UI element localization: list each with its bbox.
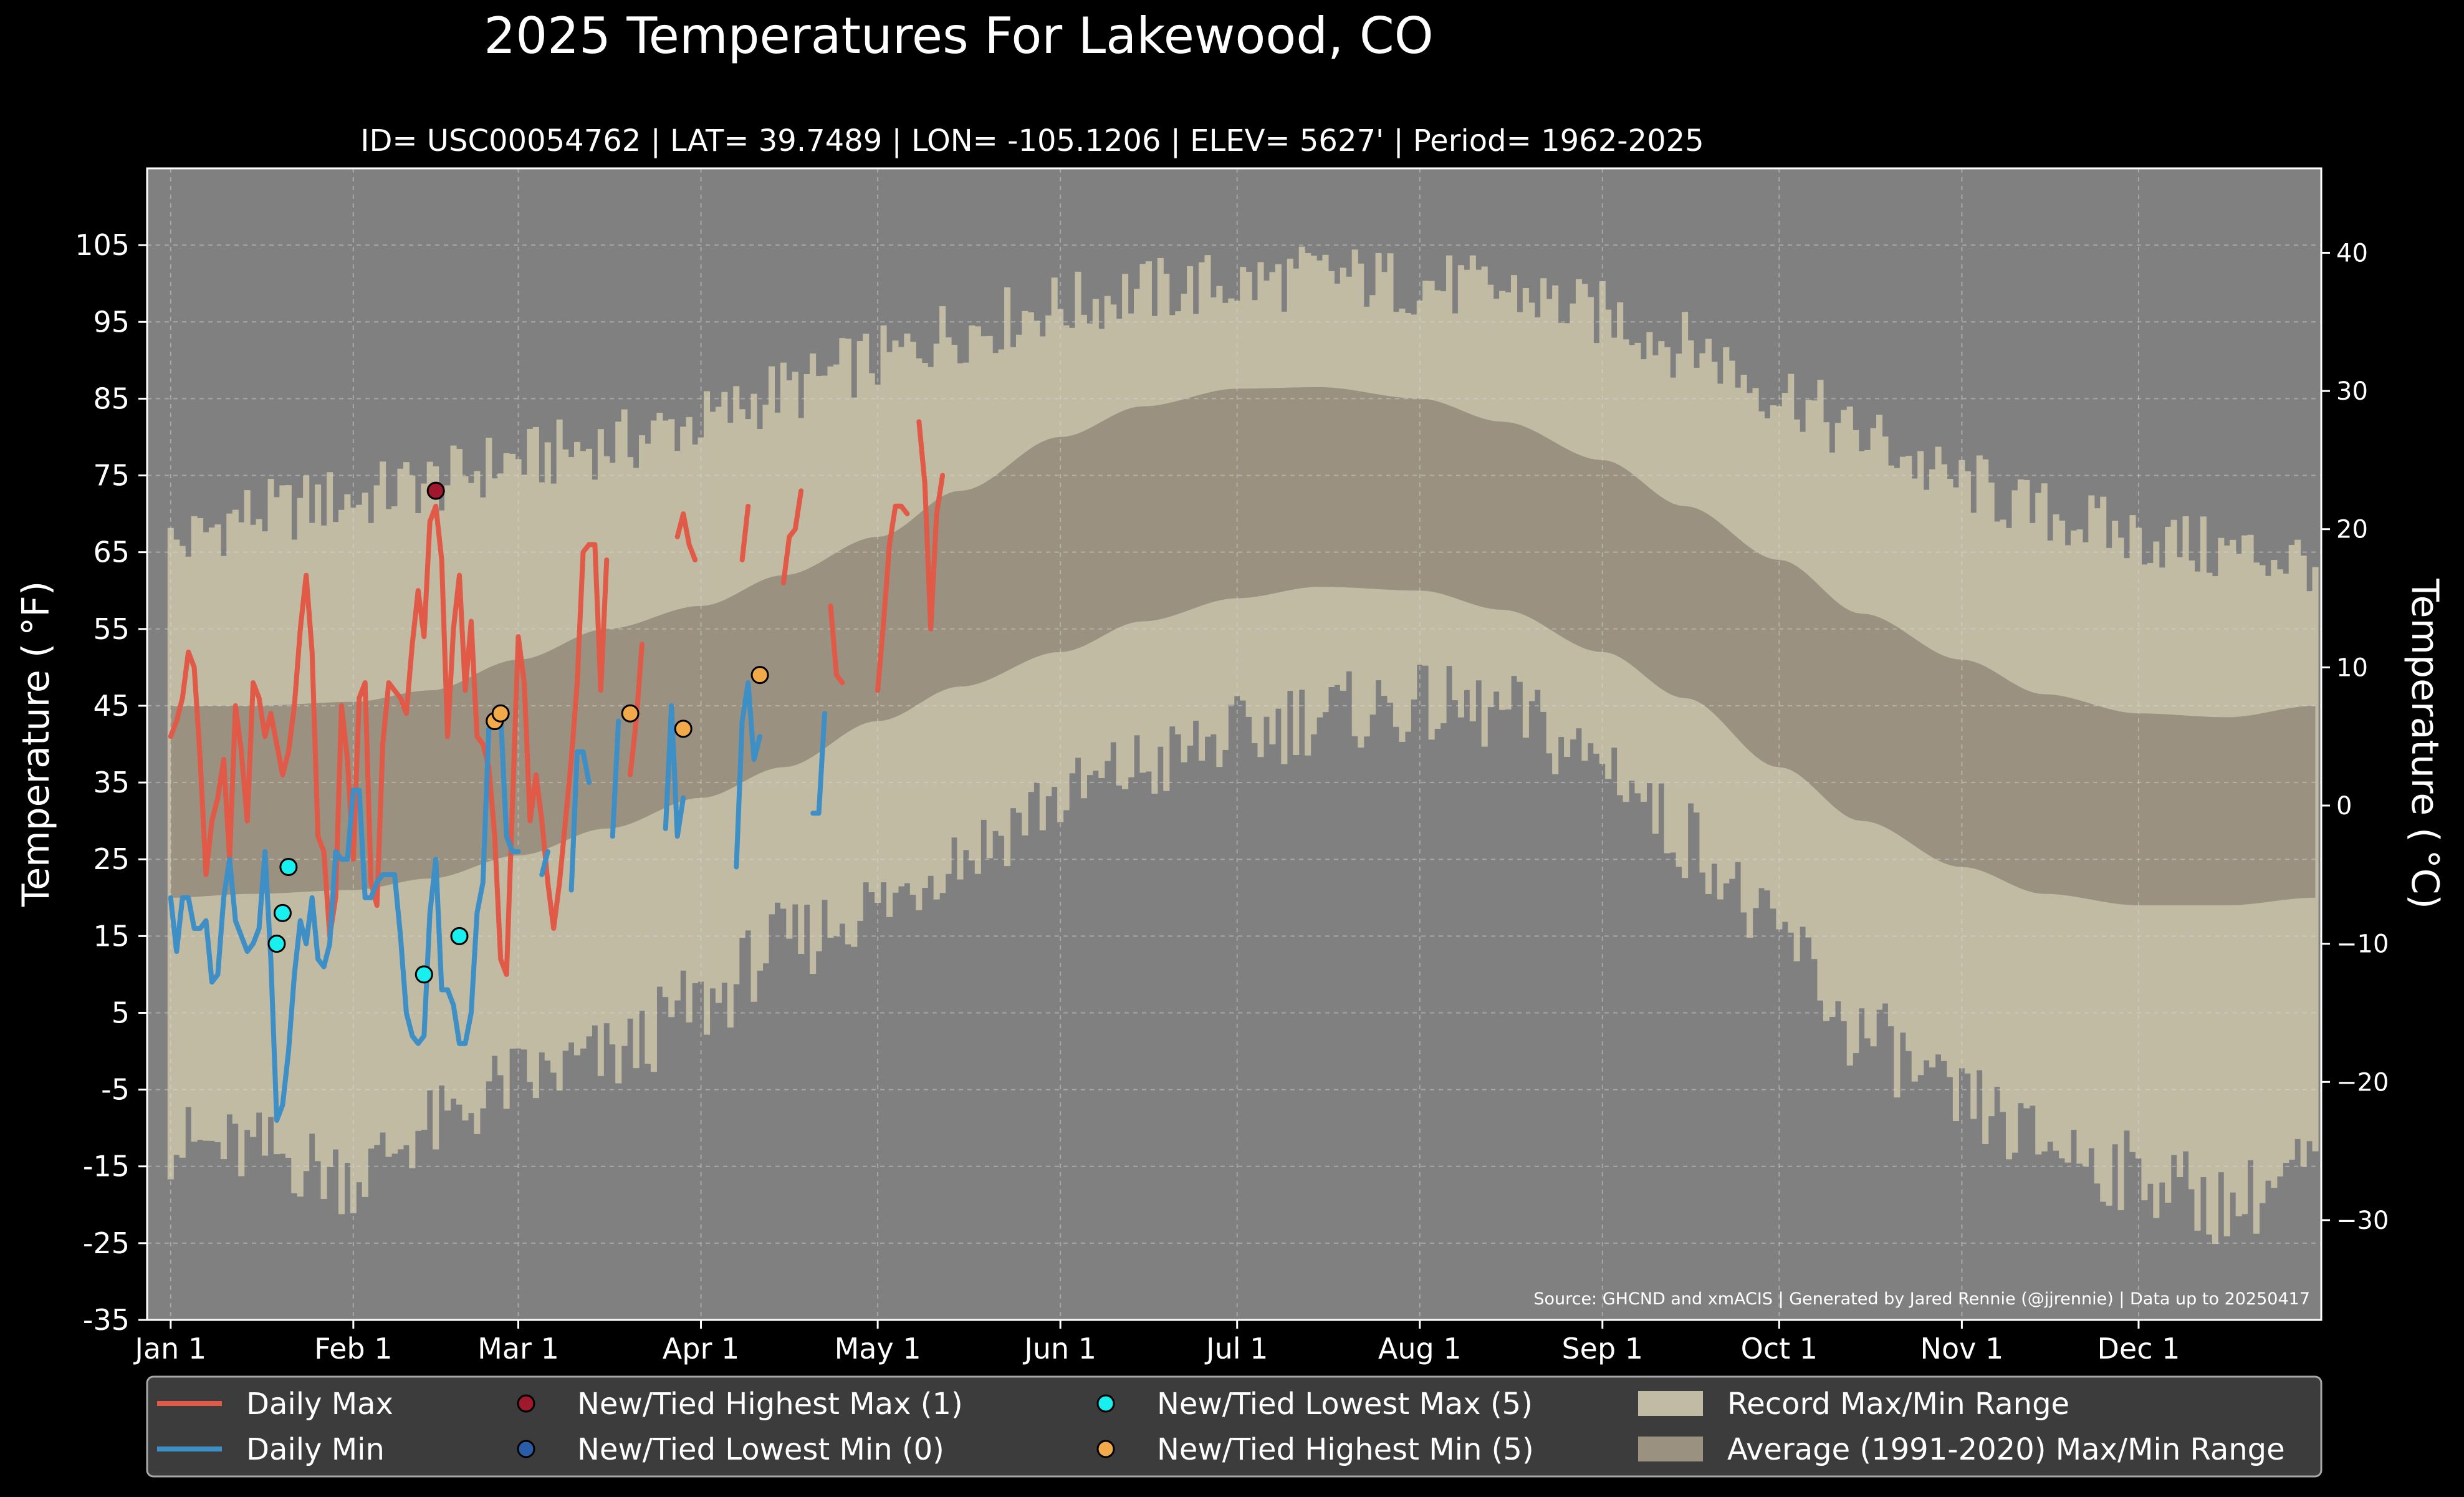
source-note: Source: GHCND and xmACIS | Generated by … [1533,1289,2310,1309]
y-tick-label-left: 75 [93,459,130,493]
y-tick-label-left: 95 [93,305,130,339]
legend-swatch-new-tied-lowest-min-0 [517,1440,535,1458]
record-marker [674,720,693,738]
y-tick-label-right: −10 [2336,930,2389,959]
daily-max-line [916,419,946,632]
y-tick-label-left: 15 [93,919,130,953]
y-tick-label-left: 45 [93,689,130,723]
daily-max-line [628,642,645,777]
y-axis-left-label: Temperature ( °F) [14,581,58,907]
x-tick-label: Jun 1 [1022,1332,1096,1365]
y-tick-label-left: -35 [83,1303,130,1337]
daily-max-line [780,488,804,585]
y-tick-label-left: 105 [75,228,130,262]
y-tick-label-left: -15 [83,1150,130,1183]
daily-min-line [734,680,763,870]
legend-label-new-tied-lowest-max-5: New/Tied Lowest Max (5) [1157,1387,1533,1422]
daily-max-line [168,503,610,977]
daily-min-line [810,711,827,816]
y-tick-label-left: 25 [93,842,130,876]
daily-max-line [674,511,698,562]
x-tick-label: Oct 1 [1741,1332,1818,1365]
legend-swatch-average-1991-2020-max-min-range [1638,1437,1703,1461]
legend-label-daily-min: Daily Min [246,1432,385,1467]
y-tick-label-left: -5 [101,1073,130,1107]
daily-min-line [663,703,686,839]
x-tick-label: Sep 1 [1561,1332,1643,1365]
record-marker [450,927,469,945]
record-marker [415,965,433,984]
y-tick-label-right: 30 [2336,377,2368,406]
y-axis-right: −30 −20 −10 0 10 20 30 40 [2321,239,2389,1235]
record-range-bar [2212,576,2218,1244]
record-markers [267,481,769,984]
x-tick-label: Feb 1 [314,1332,392,1365]
record-marker [491,704,510,723]
x-axis: Jan 1 Feb 1 Mar 1 Apr 1 May 1 Jun 1 Jul 1 Aug 1… [133,1320,2180,1365]
daily-min-line [168,711,521,1123]
y-tick-label-left: 65 [93,536,130,569]
y-tick-label-left: 5 [112,996,130,1029]
chart-subtitle: ID= USC00054762 | LAT= 39.7489 | LON= -1… [360,123,1704,158]
legend-box [146,1375,2323,1478]
record-marker [279,858,298,877]
x-tick-label: May 1 [835,1332,921,1365]
record-range-bar [2312,567,2319,1152]
daily-min-line [568,749,592,893]
legend-label-new-tied-highest-min-5: New/Tied Highest Min (5) [1157,1432,1534,1467]
x-tick-label: Nov 1 [1920,1332,2004,1365]
x-tick-label: Aug 1 [1378,1332,1462,1365]
x-tick-label: Mar 1 [477,1332,559,1365]
y-axis-right-label: Temperature ( °C) [2403,578,2447,909]
daily-min-line [539,849,550,877]
y-tick-label-right: 20 [2336,516,2368,544]
y-tick-label-left: 35 [93,766,130,799]
legend: Daily Max New/Tied Highest Max (1) New/Tie… [146,1375,2323,1478]
x-tick-label: Jan 1 [133,1332,206,1365]
y-tick-label-right: 0 [2336,792,2352,821]
record-marker [273,903,292,922]
legend-swatch-new-tied-highest-max-1 [517,1394,535,1413]
y-tick-label-right: −20 [2336,1068,2389,1097]
y-tick-label-right: 10 [2336,653,2368,682]
record-marker [621,704,640,723]
chart-title: 2025 Temperatures For Lakewood, CO [484,7,1433,65]
daily-min-line [610,718,621,839]
legend-label-average-1991-2020-max-min-range: Average (1991-2020) Max/Min Range [1727,1432,2285,1467]
legend-label-daily-max: Daily Max [246,1387,393,1422]
average-range-band [170,387,2316,906]
record-marker [267,935,286,953]
plot-frame [146,167,2323,1321]
legend-label-new-tied-lowest-min-0: New/Tied Lowest Min (0) [577,1432,944,1467]
daily-max-line [828,603,845,685]
daily-max-line [875,503,910,693]
legend-swatch-record-max-min-range [1638,1391,1703,1416]
y-tick-label-left: -25 [83,1226,130,1260]
y-tick-label-left: 55 [93,612,130,646]
x-tick-label: Jul 1 [1204,1332,1268,1365]
legend-swatch-new-tied-highest-min-5 [1096,1440,1115,1458]
x-tick-label: Dec 1 [2097,1332,2180,1365]
record-marker [750,666,769,685]
daily-lines [168,419,946,1123]
y-tick-label-left: 85 [93,382,130,415]
legend-label-new-tied-highest-max-1: New/Tied Highest Max (1) [577,1387,963,1422]
daily-max-line [739,503,751,562]
y-tick-label-right: −30 [2336,1206,2389,1235]
y-axis-left: -35 -25 -15 -5 5 15 25 35 45 55 65 75 85 95 105 [75,228,147,1337]
record-marker [426,481,445,500]
legend-swatch-new-tied-lowest-max-5 [1096,1394,1115,1413]
legend-label-record-max-min-range: Record Max/Min Range [1727,1387,2069,1422]
y-tick-label-right: 40 [2336,239,2368,267]
x-tick-label: Apr 1 [663,1332,739,1365]
